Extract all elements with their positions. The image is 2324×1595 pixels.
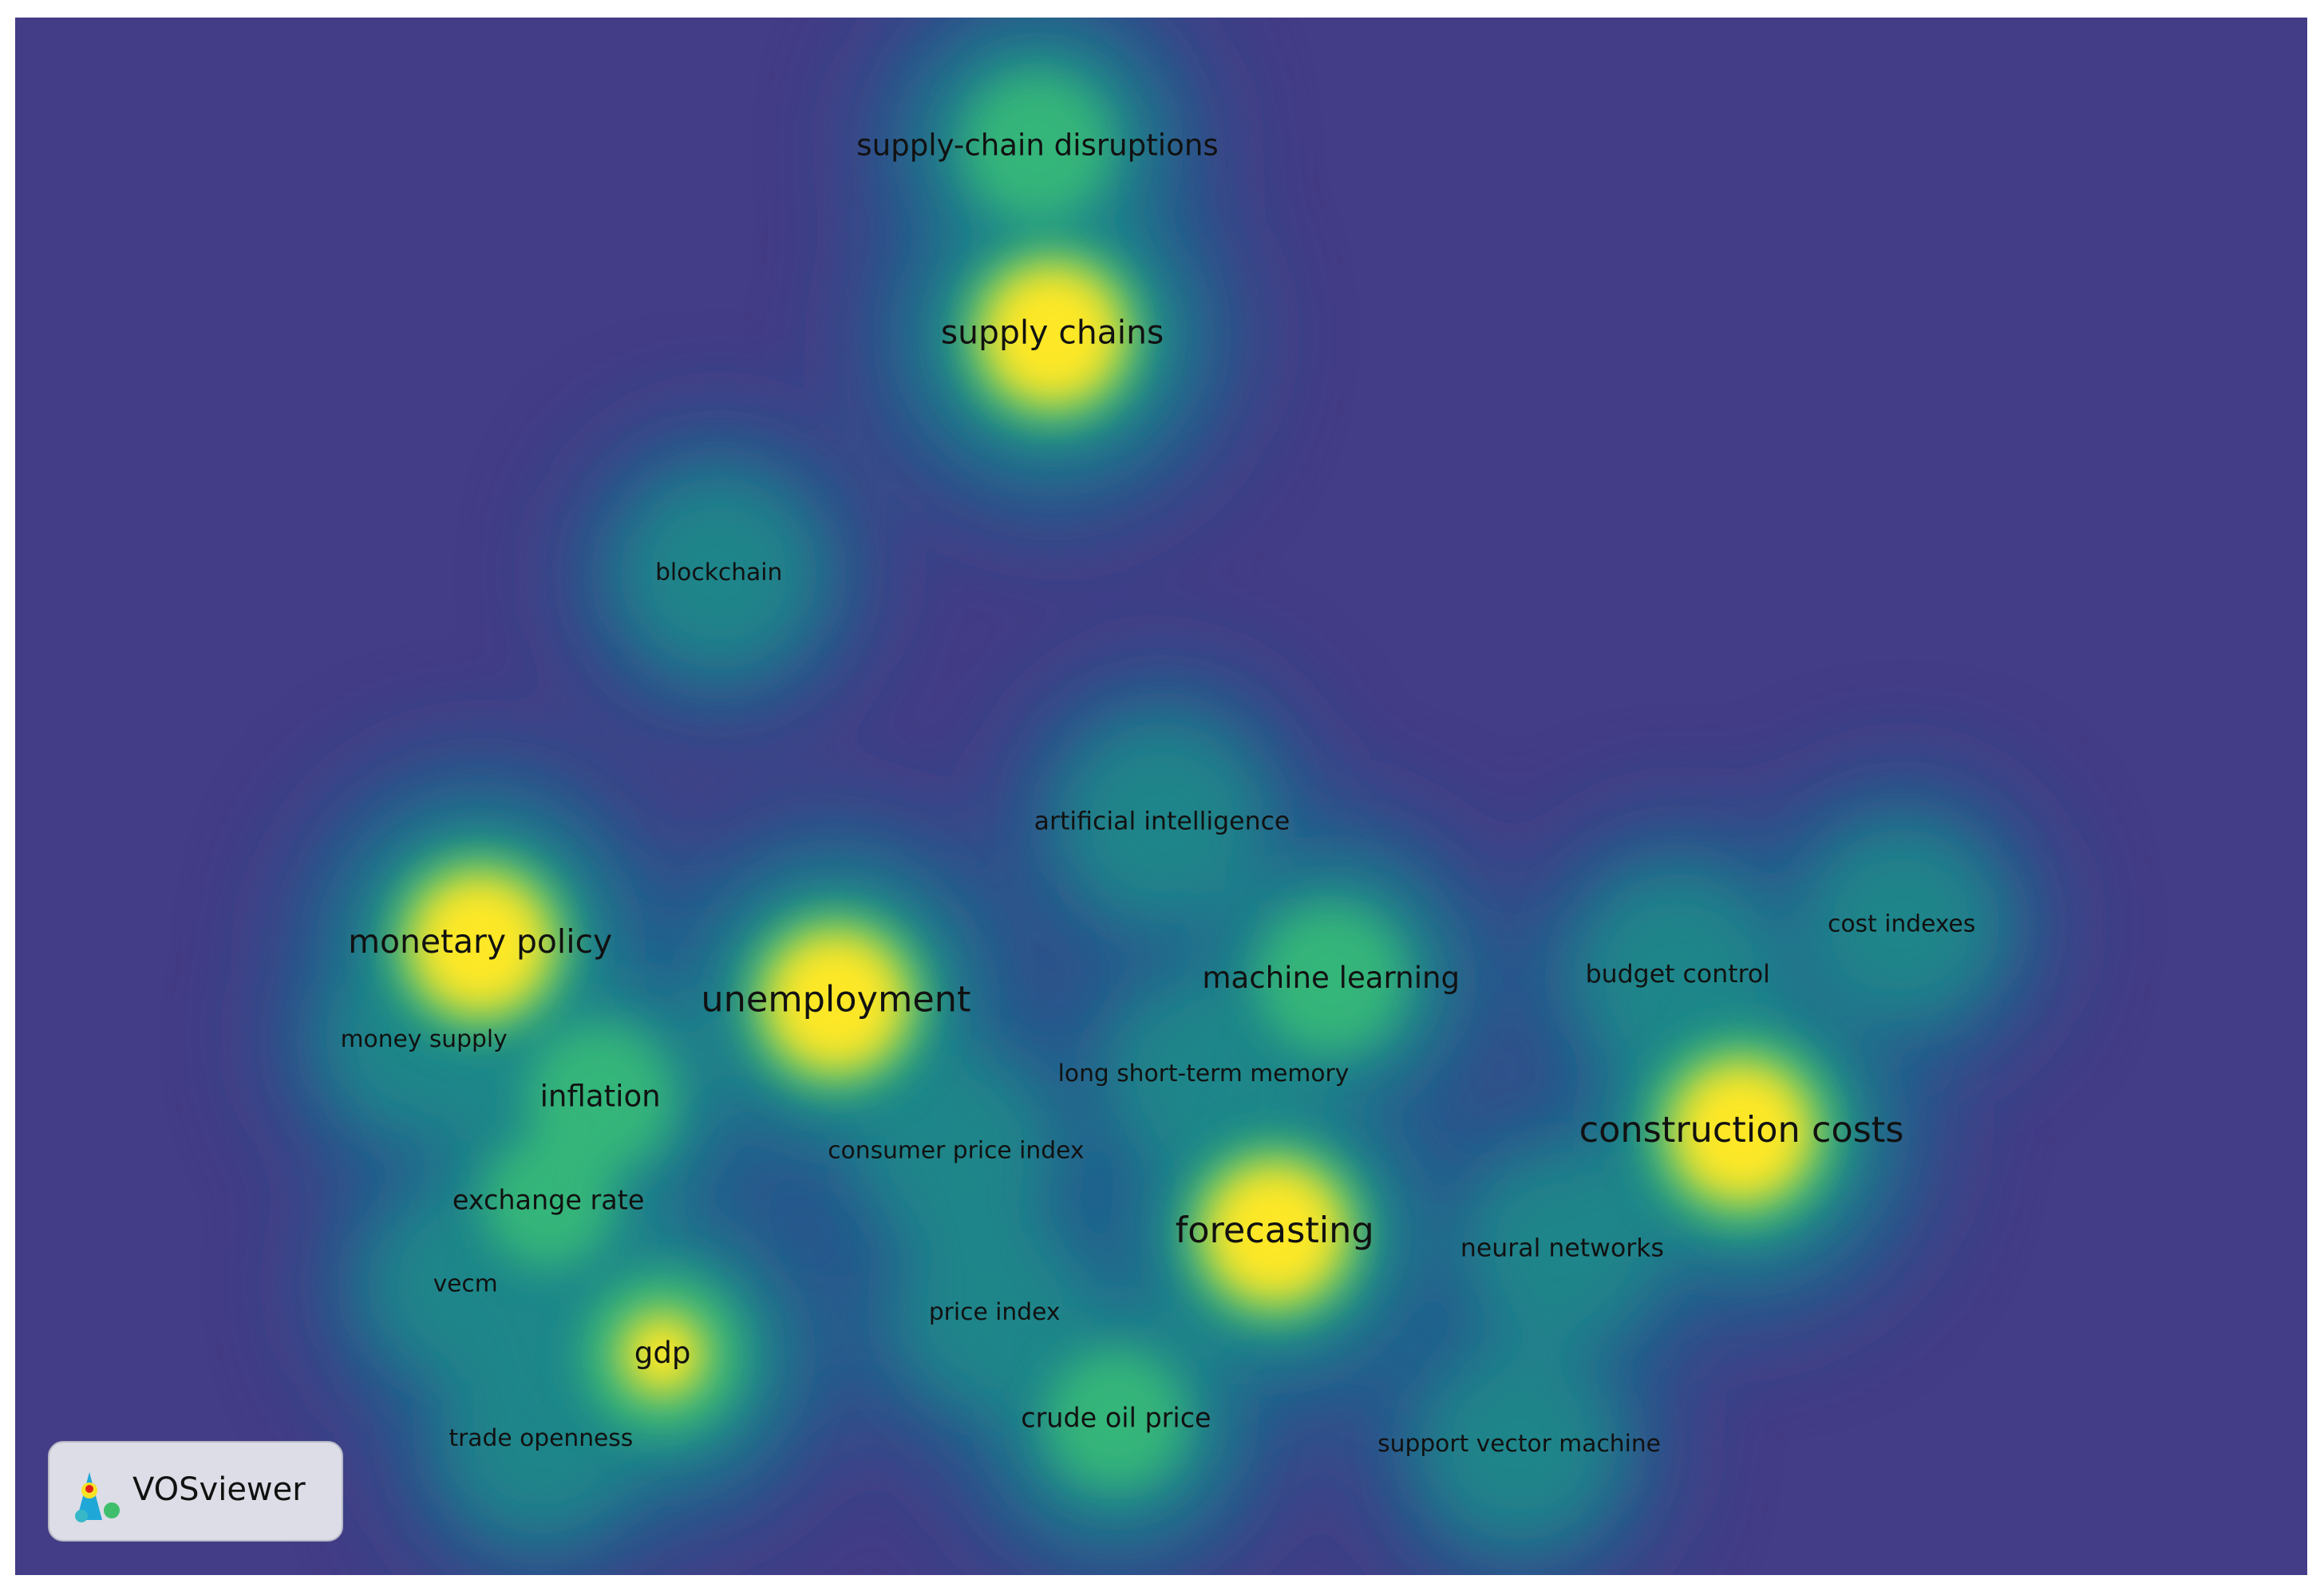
node-label: forecasting — [1176, 1210, 1374, 1251]
density-blob — [1802, 825, 2002, 1025]
logo-box — [48, 1441, 343, 1542]
node-label: unemployment — [701, 978, 970, 1020]
node-label: neural networks — [1460, 1234, 1664, 1263]
logo-icon — [75, 1472, 120, 1522]
node-label: price index — [929, 1298, 1061, 1326]
density-yellow — [409, 263, 1813, 1396]
density-blob — [1059, 719, 1265, 926]
node-label: support vector machine — [1377, 1430, 1661, 1458]
density-blob — [981, 263, 1124, 406]
node-label: monetary policy — [348, 922, 612, 961]
node-label: machine learning — [1202, 961, 1460, 995]
logo-text: VOSviewer — [132, 1471, 306, 1508]
node-label: budget control — [1586, 960, 1770, 989]
node-label: trade openness — [449, 1424, 633, 1452]
node-label: crude oil price — [1021, 1403, 1211, 1434]
density-blob — [526, 1024, 675, 1172]
density-blob — [963, 73, 1112, 221]
node-label: inflation — [540, 1080, 661, 1114]
node-label: consumer price index — [828, 1137, 1084, 1165]
density-blob — [619, 474, 819, 673]
density-blob — [1420, 1345, 1618, 1545]
node-label: supply chains — [941, 314, 1164, 352]
density-blob — [1204, 1162, 1346, 1305]
density-blob — [765, 930, 907, 1073]
node-label: supply-chain disruptions — [856, 128, 1218, 162]
logo: VOSviewer — [48, 1441, 343, 1542]
node-label: artificial intelligence — [1034, 807, 1290, 836]
density-blob — [482, 1135, 615, 1268]
density-blob — [1670, 1060, 1813, 1204]
density-blob — [621, 1313, 705, 1396]
node-label: blockchain — [655, 559, 782, 586]
node-label: money supply — [341, 1025, 508, 1053]
node-label: construction costs — [1579, 1109, 1904, 1151]
node-label: cost indexes — [1828, 910, 1975, 938]
density-blob — [1045, 1349, 1187, 1490]
density-blob — [1463, 1150, 1662, 1348]
density-blob — [1256, 905, 1405, 1054]
density-teal — [324, 30, 2002, 1545]
node-label: gdp — [634, 1336, 691, 1370]
density-blob — [409, 872, 551, 1016]
node-label: vecm — [433, 1270, 498, 1298]
node-label: long short-term memory — [1058, 1060, 1350, 1088]
density-blob — [856, 1052, 1056, 1251]
density-layers — [270, 18, 2056, 1575]
labels: supply-chain disruptions supply chains blo… — [341, 128, 1976, 1458]
node-label: exchange rate — [453, 1185, 645, 1216]
